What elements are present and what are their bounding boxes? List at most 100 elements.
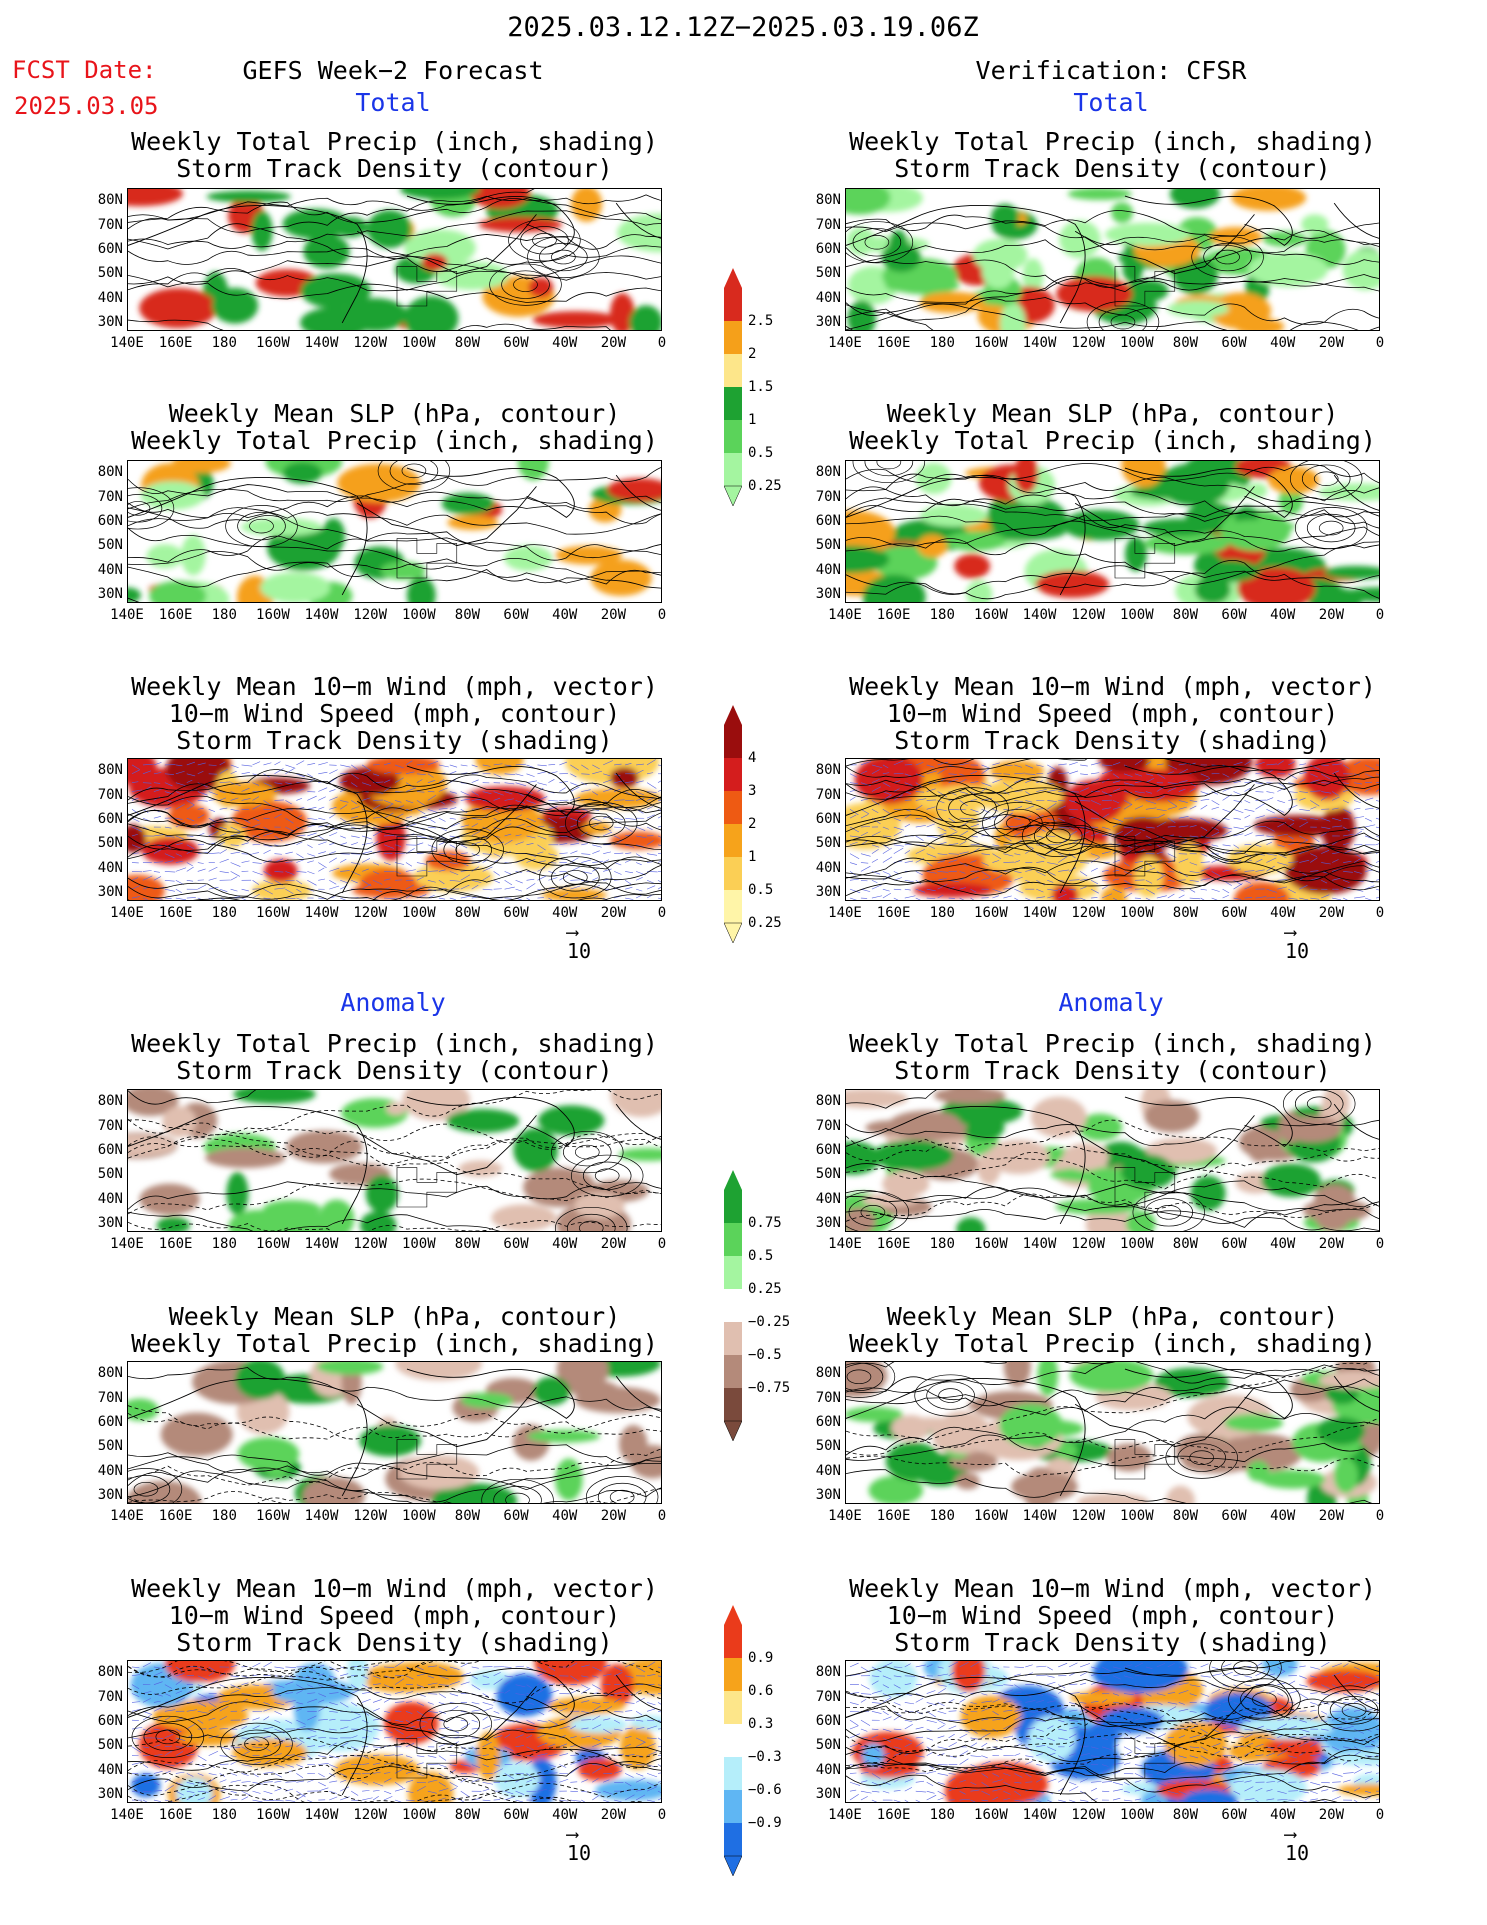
lat-tick-label: 70N	[97, 1389, 123, 1406]
lat-tick-label: 40N	[815, 1462, 841, 1479]
vector-reference-value: 10	[1285, 939, 1310, 963]
colorbar-label: 4	[748, 750, 757, 766]
colorbar-segment	[724, 387, 742, 420]
lon-tick-label: 40W	[552, 1236, 578, 1252]
lat-tick-label: 80N	[97, 762, 123, 779]
lon-tick-label: 80W	[454, 335, 481, 351]
lon-tick-label: 180	[929, 1236, 955, 1252]
lat-tick-label: 40N	[815, 1190, 841, 1207]
lon-tick-label: 20W	[600, 607, 627, 623]
right-total-precip_storm-map	[845, 188, 1380, 331]
lon-tick-label: 140W	[304, 905, 339, 921]
right-total-precip_storm-title-line: Weekly Total Precip (inch, shading)	[849, 127, 1376, 156]
lon-tick-label: 80W	[1172, 335, 1199, 351]
right-anom-precip_storm-title-line: Weekly Total Precip (inch, shading)	[849, 1029, 1376, 1058]
lat-tick-label: 70N	[815, 786, 841, 803]
lon-tick-label: 180	[211, 1508, 237, 1524]
vector-arrow-icon: ⟶	[1285, 1824, 1296, 1845]
lat-tick-label: 30N	[97, 1486, 123, 1503]
lon-tick-label: 140E	[110, 1508, 144, 1524]
lon-tick-label: 140W	[304, 1807, 339, 1823]
lat-tick-label: 60N	[815, 513, 841, 530]
right-total-wind_storm-title-line: Storm Track Density (shading)	[894, 726, 1331, 755]
lat-tick-label: 30N	[97, 585, 123, 602]
left-total-precip_storm-title-line: Weekly Total Precip (inch, shading)	[131, 127, 658, 156]
lon-tick-label: 20W	[600, 905, 627, 921]
lat-tick-label: 40N	[97, 1761, 123, 1778]
colorbar-segment	[724, 1388, 742, 1421]
lat-tick-label: 80N	[815, 192, 841, 209]
lat-tick-label: 80N	[815, 762, 841, 779]
vector-arrow-icon: ⟶	[567, 922, 578, 943]
left-anom-wind_storm-map	[127, 1660, 662, 1803]
lat-tick-label: 60N	[815, 1414, 841, 1431]
lon-tick-label: 160E	[876, 607, 911, 623]
lon-tick-label: 60W	[1221, 1236, 1247, 1252]
colorbar-label: 0.75	[748, 1215, 782, 1231]
colorbar-label: 1	[748, 849, 757, 865]
lat-tick-label: 40N	[97, 859, 123, 876]
right-total-slp_precip-map	[845, 460, 1380, 603]
left-anom-precip_storm-map	[127, 1089, 662, 1232]
colorbar-label: 0.25	[748, 915, 782, 931]
lat-tick-label: 70N	[815, 488, 841, 505]
right-anom-wind_storm-title-line: Storm Track Density (shading)	[894, 1628, 1331, 1657]
colorbar-segment	[724, 1757, 742, 1790]
lon-tick-label: 60W	[503, 905, 529, 921]
lat-tick-label: 50N	[815, 835, 841, 852]
lon-tick-label: 140E	[110, 1807, 144, 1823]
lon-tick-label: 140E	[110, 1236, 144, 1252]
colorbar-bottom-arrow	[724, 1420, 742, 1441]
right-total-wind_storm-title-line: Weekly Mean 10−m Wind (mph, vector)	[849, 672, 1376, 701]
lat-tick-label: 60N	[97, 1414, 123, 1431]
lat-tick-label: 50N	[97, 1737, 123, 1754]
lon-tick-label: 160E	[158, 905, 193, 921]
lat-tick-label: 70N	[815, 1117, 841, 1134]
lat-tick-label: 40N	[815, 859, 841, 876]
lon-tick-label: 60W	[1221, 607, 1247, 623]
lon-tick-label: 100W	[1119, 607, 1154, 623]
vector-reference-value: 10	[1285, 1841, 1310, 1865]
colorbar-top-arrow	[724, 1170, 742, 1190]
lon-tick-label: 180	[929, 1508, 955, 1524]
lat-tick-label: 80N	[97, 1664, 123, 1681]
colorbar-precip_total	[724, 268, 742, 506]
lon-tick-label: 160E	[876, 1807, 911, 1823]
right-total-label: Total	[1073, 88, 1149, 117]
lon-tick-label: 0	[657, 1508, 667, 1524]
lon-tick-label: 40W	[1270, 335, 1296, 351]
lon-tick-label: 180	[929, 905, 955, 921]
lon-tick-label: 180	[211, 1807, 237, 1823]
lon-tick-label: 120W	[1071, 905, 1106, 921]
lat-tick-label: 30N	[815, 1214, 841, 1231]
colorbar-storm_total	[724, 705, 742, 943]
lon-tick-label: 40W	[552, 607, 578, 623]
colorbar-storm_anom	[724, 1605, 742, 1876]
lon-tick-label: 100W	[1119, 905, 1154, 921]
lon-tick-label: 100W	[401, 1508, 436, 1524]
lon-tick-label: 140E	[110, 905, 144, 921]
lat-tick-label: 80N	[97, 1093, 123, 1110]
lat-tick-label: 40N	[815, 1761, 841, 1778]
lon-tick-label: 40W	[552, 1508, 578, 1524]
colorbar-label: 2.5	[748, 313, 774, 329]
lon-tick-label: 160W	[974, 335, 1008, 351]
lon-tick-label: 0	[1375, 905, 1385, 921]
lon-tick-label: 20W	[1318, 1236, 1345, 1252]
vector-arrow-icon: ⟶	[567, 1824, 578, 1845]
lon-tick-label: 120W	[353, 1236, 388, 1252]
lon-tick-label: 160E	[876, 905, 911, 921]
colorbar-label: −0.9	[748, 1815, 782, 1831]
lon-tick-label: 100W	[1119, 1508, 1154, 1524]
left-anom-slp_precip-title-line: Weekly Mean SLP (hPa, contour)	[168, 1302, 621, 1331]
right-anom-wind_storm-title-line: 10−m Wind Speed (mph, contour)	[886, 1601, 1339, 1630]
colorbar-label: 0.5	[748, 882, 774, 898]
lon-tick-label: 20W	[1318, 905, 1345, 921]
right-anom-wind_storm-map	[845, 1660, 1380, 1803]
lat-tick-label: 40N	[97, 289, 123, 306]
lon-tick-label: 0	[1375, 335, 1385, 351]
left-anom-wind_storm-title-line: Storm Track Density (shading)	[176, 1628, 613, 1657]
colorbar-segment	[724, 824, 742, 857]
fcst-date-value: 2025.03.05	[14, 92, 159, 120]
lat-tick-label: 40N	[97, 561, 123, 578]
